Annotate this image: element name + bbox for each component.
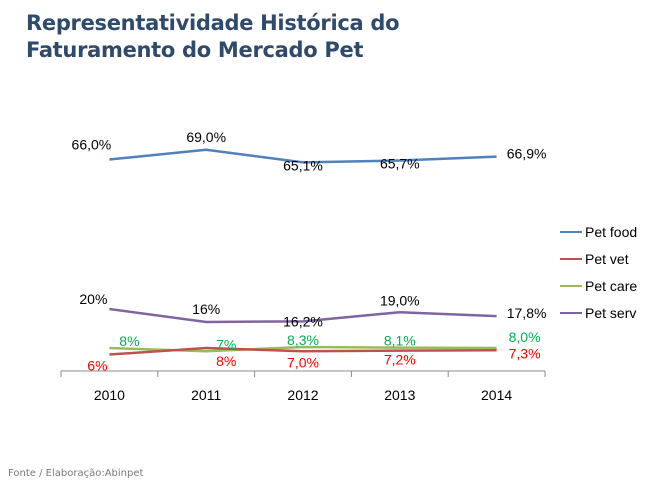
legend-item-pet-vet: Pet vet	[560, 245, 637, 272]
data-label-pet-care-2010: 8%	[119, 333, 139, 349]
data-label-pet-serv-2012: 16,2%	[283, 313, 323, 329]
legend-swatch-pet-care	[560, 284, 582, 287]
legend-label-pet-vet: Pet vet	[585, 250, 629, 267]
data-label-pet-vet-2010: 6%	[87, 358, 107, 374]
legend-swatch-pet-vet	[560, 257, 582, 260]
x-tick-label-2012: 2012	[287, 387, 318, 403]
data-label-pet-vet-2012: 7,0%	[287, 354, 319, 370]
series-line-pet-serv	[109, 307, 497, 324]
legend-item-pet-serv: Pet serv	[560, 299, 637, 326]
legend-label-pet-care: Pet care	[585, 277, 638, 294]
chart-title: Representatividade Histórica do Faturame…	[26, 10, 400, 64]
data-label-pet-serv-2013: 19,0%	[380, 292, 420, 308]
legend-swatch-pet-food	[560, 230, 582, 233]
data-label-pet-food-2010: 66,0%	[72, 137, 112, 153]
series-line-pet-vet	[109, 346, 497, 356]
x-tick-label-2010: 2010	[94, 387, 125, 403]
data-label-pet-care-2014: 8,0%	[509, 329, 541, 345]
data-label-pet-food-2011: 69,0%	[186, 129, 226, 145]
data-label-pet-food-2013: 65,7%	[380, 155, 420, 171]
data-label-pet-serv-2010: 20%	[79, 291, 107, 307]
legend-label-pet-food: Pet food	[585, 223, 638, 240]
legend-item-pet-care: Pet care	[560, 272, 637, 299]
data-label-pet-food-2012: 65,1%	[283, 157, 323, 173]
chart-legend: Pet food Pet vet Pet care Pet serv	[560, 218, 637, 326]
data-label-pet-vet-2011: 8%	[216, 353, 236, 369]
x-tick-label-2013: 2013	[384, 387, 415, 403]
source-footnote: Fonte / Elaboração:Abinpet	[8, 468, 144, 479]
series-line-pet-food	[109, 148, 497, 164]
data-label-pet-vet-2013: 7,2%	[384, 352, 416, 368]
legend-swatch-pet-serv	[560, 311, 582, 314]
data-label-pet-food-2014: 66,9%	[507, 146, 547, 162]
data-label-pet-care-2011: 7%	[216, 336, 236, 352]
x-tick-label-2011: 2011	[191, 387, 221, 403]
legend-label-pet-serv: Pet serv	[585, 304, 637, 321]
data-label-pet-care-2012: 8,3%	[287, 332, 319, 348]
chart-title-line-2: Faturamento do Mercado Pet	[26, 38, 364, 62]
legend-item-pet-food: Pet food	[560, 218, 637, 245]
data-label-pet-serv-2011: 16%	[192, 301, 220, 317]
chart-title-line-1: Representatividade Histórica do	[26, 11, 400, 35]
data-label-pet-serv-2014: 17,8%	[507, 305, 547, 321]
x-tick-label-2014: 2014	[481, 387, 512, 403]
data-label-pet-care-2013: 8,1%	[384, 333, 416, 349]
data-label-pet-vet-2014: 7,3%	[509, 345, 541, 361]
